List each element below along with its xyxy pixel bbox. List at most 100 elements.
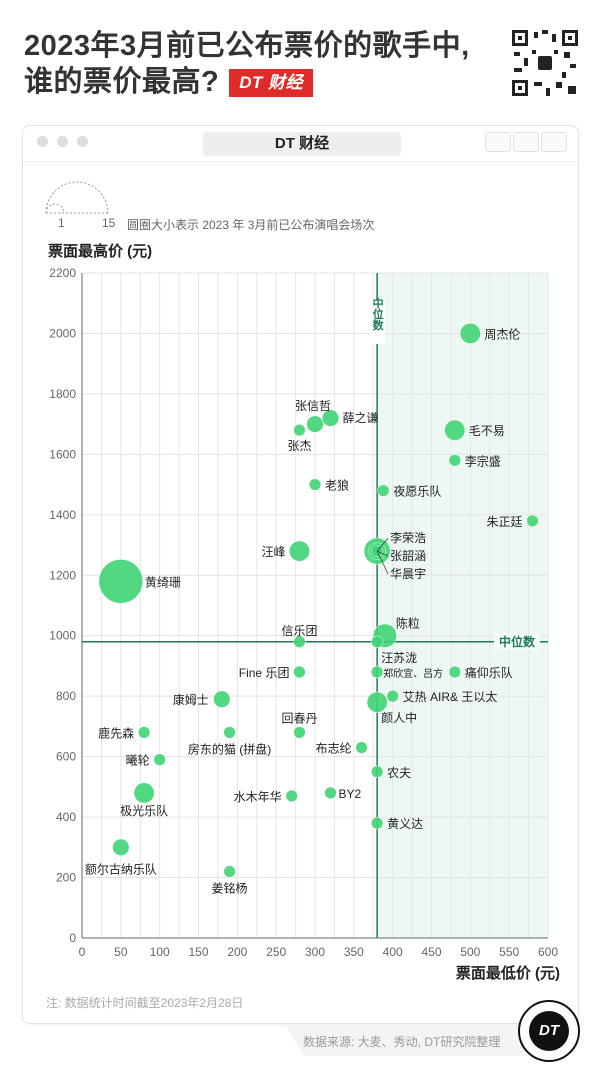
bubble-point (223, 865, 236, 878)
point-label: 黄义达 (387, 817, 423, 831)
point-label: 薛之谦 (343, 411, 379, 425)
window-title: DT 财经 (203, 132, 401, 156)
window-titlebar: DT 财经 (23, 126, 578, 162)
x-tick-label: 500 (460, 945, 480, 959)
leader-line (376, 550, 389, 557)
point-label: 张杰 (287, 439, 311, 453)
point-label: 汪苏泷 (381, 651, 417, 665)
point-label: 极光乐队 (120, 803, 168, 818)
dt-logo-text: DT (529, 1011, 569, 1051)
point-label: 曦轮 (126, 754, 150, 768)
bubble-point (448, 454, 461, 467)
point-label: 陈粒 (396, 616, 420, 631)
y-tick-label: 1200 (49, 568, 76, 582)
legend-description: 圆圈大小表示 2023 年 3月前已公布演唱会场次 (127, 218, 375, 232)
x-tick-label: 400 (383, 945, 403, 959)
point-label: 布志纶 (316, 742, 352, 756)
x-tick-label: 100 (150, 945, 170, 959)
title-line-2-text: 谁的票价最高? (24, 66, 220, 98)
point-label: BY2 (339, 787, 362, 801)
y-tick-label: 2200 (49, 266, 76, 280)
bubble-point (459, 323, 481, 344)
point-label: 夜愿乐队 (393, 484, 441, 499)
share-icon[interactable] (513, 132, 539, 152)
point-label: 康姆士 (173, 692, 209, 707)
bubble-point (371, 765, 384, 778)
point-label: 周杰伦 (484, 326, 520, 341)
median-x-label-bg (369, 300, 386, 344)
bubble-point (153, 753, 166, 766)
median-x-label: 中位数 (371, 296, 384, 331)
bubble-point (324, 786, 337, 800)
point-label: 朱正廷 (486, 515, 522, 529)
point-label: 水木年华 (234, 790, 282, 804)
bubble-point (377, 484, 390, 497)
y-tick-label: 1600 (49, 447, 76, 461)
legend-size-small-arc (45, 203, 65, 214)
footnote: 注: 数据统计时间截至2023年2月28日 (46, 996, 244, 1010)
qr-code-icon[interactable] (510, 28, 580, 98)
bubble-point (386, 690, 399, 703)
bubble-point (285, 789, 298, 803)
copy-icon[interactable] (541, 132, 567, 152)
bubble-point (308, 478, 322, 491)
x-tick-label: 150 (188, 945, 208, 959)
point-label: 艾热 AIR& 王以太 (403, 689, 498, 704)
source-tag: 数据来源: 大麦、秀动, DT研究院整理 (285, 1024, 525, 1056)
bubble-point (444, 419, 466, 441)
point-label: 汪峰 (261, 545, 285, 559)
bubble-point (289, 540, 310, 562)
point-label: 额尔古纳乐队 (85, 861, 157, 876)
leader-line (376, 537, 389, 552)
bubble-point (366, 691, 388, 713)
brand-badge: DT 财经 (229, 69, 314, 98)
point-label: 张韶涵 (390, 548, 426, 563)
y-tick-label: 1000 (49, 629, 76, 643)
legend-min-label: 1 (58, 216, 65, 230)
bubble-point (133, 782, 155, 804)
bubble-point (293, 726, 306, 739)
maximize-window-icon[interactable] (77, 136, 88, 147)
title-line-2: 谁的票价最高? DT 财经 (24, 64, 470, 100)
point-label: 李荣浩 (390, 530, 426, 545)
y-tick-label: 200 (56, 871, 76, 885)
y-tick-label: 800 (56, 689, 76, 703)
bubble-point (293, 665, 306, 679)
bubble-point (98, 559, 144, 604)
y-tick-label: 1400 (49, 508, 76, 522)
point-label: 华晨宇 (390, 567, 426, 581)
point-label: 农夫 (387, 766, 411, 780)
median-y-label: 中位数 (499, 634, 536, 649)
y-tick-label: 600 (56, 750, 76, 764)
legend-size-arc (45, 181, 109, 214)
x-tick-label: 550 (499, 945, 519, 959)
legend-max-label: 15 (102, 216, 116, 230)
x-axis-title: 票面最低价 (元) (455, 965, 560, 982)
x-tick-label: 200 (227, 945, 247, 959)
point-label: 信乐团 (281, 624, 317, 638)
y-tick-label: 0 (69, 931, 76, 945)
point-label: 鹿先森 (98, 725, 134, 740)
minimize-window-icon[interactable] (57, 136, 68, 147)
leader-line (376, 550, 389, 575)
point-label: 郑欣宜、吕方 (383, 667, 443, 680)
close-window-icon[interactable] (37, 136, 48, 147)
above-median-region (377, 273, 548, 938)
y-tick-label: 400 (56, 810, 76, 824)
bubble-point (321, 409, 340, 427)
x-tick-label: 0 (79, 945, 86, 959)
x-tick-label: 450 (421, 945, 441, 959)
bubble-point (293, 635, 306, 648)
x-tick-label: 300 (305, 945, 325, 959)
bubble-point (371, 665, 384, 679)
bubble-point (293, 424, 306, 437)
bubble-point (112, 838, 130, 856)
bubble-point (526, 514, 539, 527)
point-label: 回春丹 (281, 711, 317, 725)
point-label: 黄绮珊 (145, 575, 181, 589)
bubble-point (306, 415, 324, 433)
bubble-point (355, 741, 368, 754)
record-icon[interactable] (485, 132, 511, 152)
point-label: 张信哲 (295, 399, 331, 413)
